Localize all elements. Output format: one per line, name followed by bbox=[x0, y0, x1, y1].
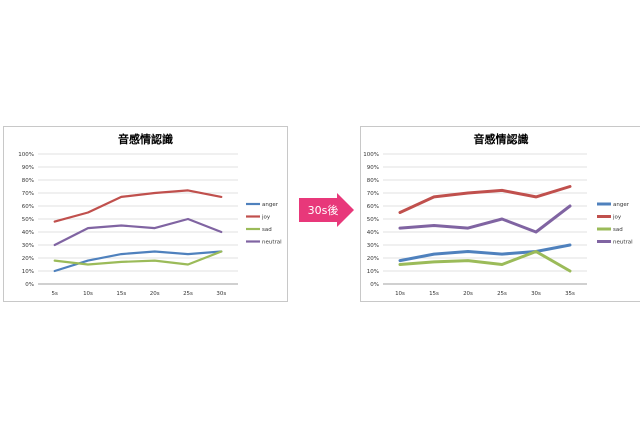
legend-label-sad: sad bbox=[613, 227, 623, 233]
series-line-anger bbox=[398, 243, 572, 263]
y-tick-label: 60% bbox=[367, 204, 379, 210]
series-line-neutral bbox=[53, 217, 223, 247]
legend-label-joy: joy bbox=[612, 215, 622, 221]
legend-label-joy: joy bbox=[261, 215, 271, 221]
x-tick-label: 20s bbox=[150, 291, 160, 297]
y-tick-label: 40% bbox=[367, 230, 379, 236]
series-line-anger bbox=[53, 250, 223, 273]
line-chart-right: 0% 10% 20% 30% 40% 50% 60% 70% 80% 90% 100% 10s 15s 2… bbox=[363, 152, 633, 297]
chart-panel-right: 音感情認識 0% 10% 20% 30% 40% 50% 60% 70% 80% 90% 100% 1… bbox=[360, 126, 640, 302]
series-line-neutral bbox=[398, 204, 572, 234]
series-line-sad bbox=[53, 250, 223, 266]
x-tick-label: 10s bbox=[83, 291, 93, 297]
x-tick-label: 15s bbox=[116, 291, 126, 297]
y-tick-label: 30% bbox=[22, 243, 34, 249]
next-arrow: 30s後 bbox=[299, 193, 355, 227]
y-tick-label: 80% bbox=[367, 178, 379, 184]
x-tick-label: 35s bbox=[565, 291, 575, 297]
y-tick-label: 40% bbox=[22, 230, 34, 236]
x-tick-label: 10s bbox=[395, 291, 405, 297]
x-tick-label: 30s bbox=[216, 291, 226, 297]
y-tick-label: 70% bbox=[367, 191, 379, 197]
y-tick-label: 10% bbox=[367, 269, 379, 275]
chart-title: 音感情認識 bbox=[473, 133, 529, 146]
series-line-joy bbox=[53, 189, 223, 223]
y-tick-label: 50% bbox=[22, 217, 34, 223]
y-tick-label: 80% bbox=[22, 178, 34, 184]
y-tick-label: 90% bbox=[367, 165, 379, 171]
y-tick-label: 0% bbox=[25, 282, 34, 288]
x-tick-label: 15s bbox=[429, 291, 439, 297]
y-tick-label: 30% bbox=[367, 243, 379, 249]
series-line-joy bbox=[398, 185, 572, 214]
y-tick-label: 60% bbox=[22, 204, 34, 210]
x-tick-label: 25s bbox=[497, 291, 507, 297]
y-tick-label: 70% bbox=[22, 191, 34, 197]
legend-label-neutral: neutral bbox=[613, 240, 633, 246]
y-tick-label: 20% bbox=[367, 256, 379, 262]
y-tick-label: 100% bbox=[363, 152, 379, 158]
y-tick-label: 50% bbox=[367, 217, 379, 223]
x-tick-label: 20s bbox=[463, 291, 473, 297]
y-tick-label: 0% bbox=[370, 282, 379, 288]
y-tick-label: 20% bbox=[22, 256, 34, 262]
x-tick-label: 5s bbox=[51, 291, 57, 297]
chart-title: 音感情認識 bbox=[118, 133, 173, 146]
y-tick-label: 90% bbox=[22, 165, 34, 171]
legend-label-sad: sad bbox=[262, 227, 272, 233]
legend-label-anger: anger bbox=[262, 202, 279, 208]
legend-label-neutral: neutral bbox=[262, 240, 282, 246]
arrow-right-icon bbox=[299, 193, 354, 227]
chart-panel-left: 音感情認識 0% 10% 20% 30% 40% 50% 60% 70% 80% 90% 100% 5… bbox=[3, 126, 288, 302]
arrow-label: 30s後 bbox=[307, 204, 339, 217]
x-tick-label: 30s bbox=[531, 291, 541, 297]
line-chart-left: 0% 10% 20% 30% 40% 50% 60% 70% 80% 90% 100% 5s 10s 15… bbox=[18, 152, 282, 297]
series-line-sad bbox=[398, 250, 572, 273]
y-tick-label: 10% bbox=[22, 269, 34, 275]
legend-label-anger: anger bbox=[613, 202, 630, 208]
y-tick-label: 100% bbox=[18, 152, 34, 158]
x-tick-label: 25s bbox=[183, 291, 193, 297]
